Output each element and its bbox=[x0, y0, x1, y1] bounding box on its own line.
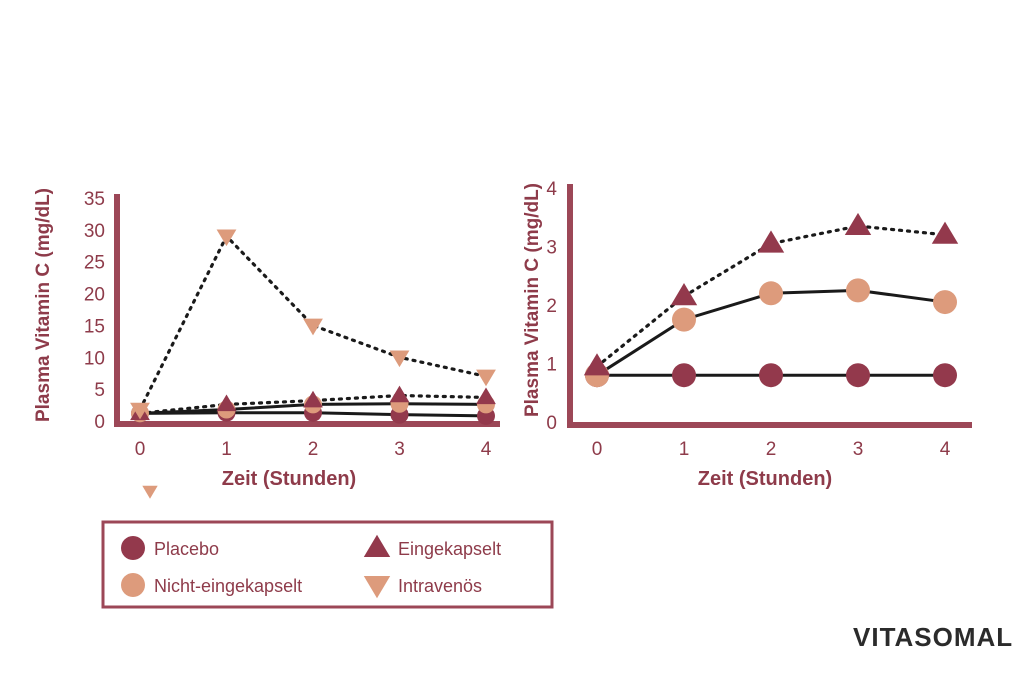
x-tick-label: 3 bbox=[394, 439, 405, 460]
x-tick-label: 2 bbox=[766, 439, 777, 460]
data-point-intravenös bbox=[303, 318, 323, 336]
y-axis-label: Plasma Vitamin C (mg/dL) bbox=[522, 183, 543, 417]
data-point-nicht-eingekapselt bbox=[846, 278, 870, 303]
y-tick-label: 3 bbox=[546, 238, 557, 259]
data-point-eingekapselt bbox=[583, 353, 611, 376]
legend-marker-eingekapselt bbox=[363, 534, 391, 557]
data-point-eingekapselt bbox=[757, 230, 785, 253]
data-point-placebo bbox=[846, 363, 870, 388]
x-axis-label: Zeit (Stunden) bbox=[698, 468, 832, 490]
y-tick-label: 2 bbox=[546, 296, 557, 317]
x-tick-label: 1 bbox=[679, 439, 690, 460]
legend-marker-intravenös bbox=[363, 576, 391, 599]
series-line-intravenös bbox=[138, 233, 488, 412]
y-tick-label: 20 bbox=[84, 285, 105, 306]
legend: Placebo Eingekapselt Nicht-eingekapselt Int… bbox=[101, 520, 554, 609]
legend-label: Placebo bbox=[154, 539, 219, 559]
data-point-nicht-eingekapselt bbox=[672, 307, 696, 332]
x-tick-label: 1 bbox=[221, 439, 232, 460]
y-tick-label: 0 bbox=[94, 412, 105, 433]
legend-frame bbox=[101, 520, 554, 609]
chart-right: 0 1 2 3 4 0 1 2 3 4 Zeit (Stunden) Plasma Vitamin C… bbox=[522, 179, 972, 490]
y-tick-label: 1 bbox=[546, 355, 557, 376]
series-line-eingekapselt bbox=[138, 393, 488, 415]
data-point-placebo bbox=[759, 363, 783, 388]
legend-label: Eingekapselt bbox=[398, 539, 501, 559]
x-axis-label: Zeit (Stunden) bbox=[222, 468, 356, 490]
y-tick-label: 30 bbox=[84, 221, 105, 242]
x-tick-label: 3 bbox=[853, 439, 864, 460]
brand-logo: VITASOMAL bbox=[853, 622, 1013, 652]
data-point-intravenös bbox=[216, 229, 237, 247]
data-point-eingekapselt bbox=[389, 385, 410, 403]
y-tick-label: 25 bbox=[84, 253, 105, 274]
data-point-eingekapselt bbox=[476, 387, 496, 405]
stray-triangle-down-marker bbox=[142, 485, 158, 499]
data-point-eingekapselt bbox=[216, 394, 237, 412]
data-point-nicht-eingekapselt bbox=[933, 290, 957, 315]
data-point-intravenös bbox=[476, 369, 496, 387]
x-tick-label: 2 bbox=[308, 439, 319, 460]
data-point-intravenös bbox=[389, 350, 410, 368]
chart-left: 0 5 10 15 20 25 30 35 0 1 2 3 4 Zeit (Stunden) Plasma … bbox=[33, 188, 500, 490]
y-tick-label: 10 bbox=[84, 348, 105, 369]
y-axis-label: Plasma Vitamin C (mg/dL) bbox=[33, 188, 54, 422]
data-point-eingekapselt bbox=[844, 212, 872, 236]
data-point-eingekapselt bbox=[670, 283, 698, 306]
y-tick-label: 15 bbox=[84, 316, 105, 337]
data-point-eingekapselt bbox=[931, 221, 959, 244]
triangle-down-marker bbox=[142, 485, 158, 499]
data-point-placebo bbox=[933, 363, 957, 388]
y-tick-label: 5 bbox=[94, 380, 105, 401]
y-tick-label: 0 bbox=[546, 413, 557, 434]
data-point-intravenös bbox=[130, 402, 150, 420]
x-tick-label: 0 bbox=[592, 439, 603, 460]
legend-marker-placebo bbox=[121, 536, 145, 560]
data-point-nicht-eingekapselt bbox=[759, 281, 783, 306]
data-point-placebo bbox=[672, 363, 696, 388]
data-point-eingekapselt bbox=[303, 390, 323, 408]
x-tick-label: 4 bbox=[940, 439, 951, 460]
y-tick-label: 4 bbox=[546, 179, 557, 200]
x-tick-label: 0 bbox=[135, 439, 146, 460]
legend-label: Intravenös bbox=[398, 576, 482, 596]
legend-marker-nicht-eingekapselt bbox=[121, 573, 145, 597]
x-tick-label: 4 bbox=[481, 439, 492, 460]
series-line-eingekapselt bbox=[595, 224, 947, 369]
y-tick-label: 35 bbox=[84, 189, 105, 210]
legend-label: Nicht-eingekapselt bbox=[154, 576, 302, 596]
